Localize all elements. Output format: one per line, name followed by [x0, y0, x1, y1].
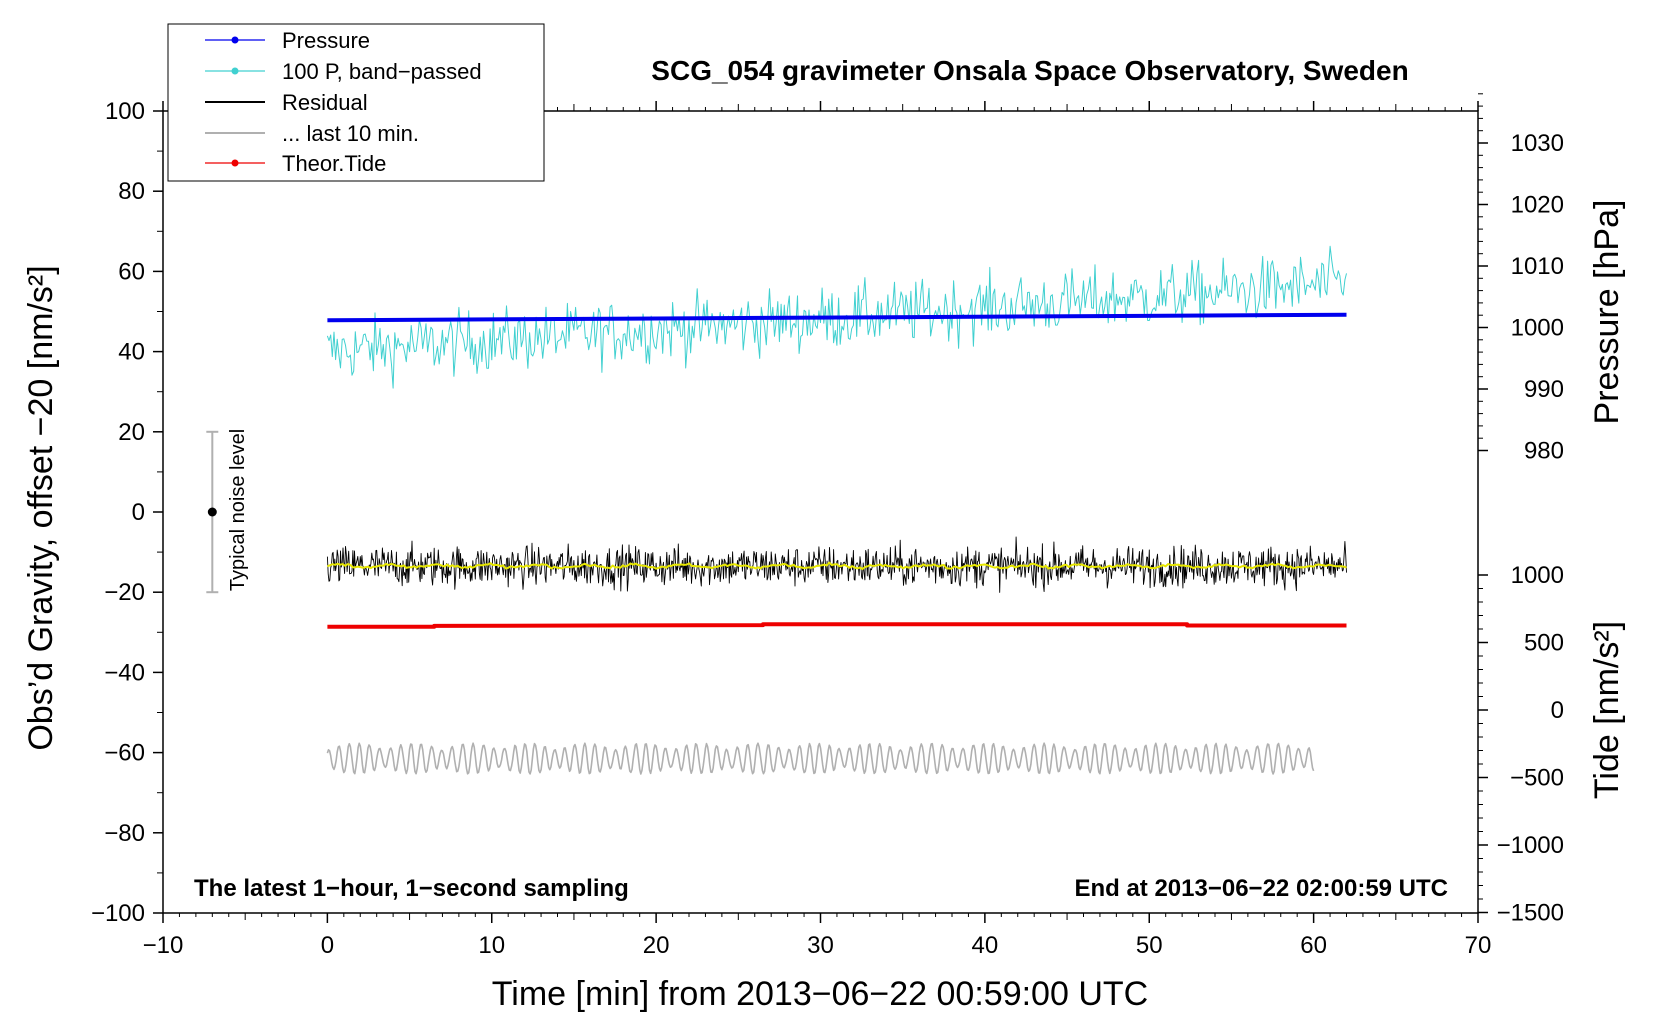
- series-last-10-min: [326, 742, 1315, 775]
- y-tick-label: 20: [118, 419, 145, 446]
- tide-tick-label: −1500: [1497, 900, 1564, 927]
- x-tick-label: −10: [143, 932, 184, 959]
- x-tick-label: 60: [1300, 932, 1327, 959]
- series-residual-smoothed: [327, 561, 1347, 571]
- legend-marker-theor-tide: [231, 159, 239, 167]
- legend-label-pressure: Pressure: [282, 28, 370, 53]
- pressure-tick-label: 980: [1524, 438, 1564, 465]
- legend-label-last-10-min: ... last 10 min.: [282, 121, 419, 146]
- x-axis-title: Time [min] from 2013−06−22 00:59:00 UTC: [492, 975, 1148, 1013]
- pressure-tick-label: 1010: [1511, 253, 1564, 280]
- left-y-axis-title: Obs’d Gravity, offset −20 [nm/s²]: [22, 265, 60, 750]
- series-band-passed-pressure: [326, 245, 1347, 389]
- legend-label-residual: Residual: [282, 90, 368, 115]
- x-tick-label: 10: [478, 932, 505, 959]
- sampling-note: The latest 1−hour, 1−second sampling: [194, 875, 629, 902]
- legend-item-residual: Residual: [205, 90, 368, 115]
- x-tick-label: 70: [1465, 932, 1492, 959]
- legend-marker-band-passed: [231, 67, 239, 75]
- y-tick-label: −100: [91, 900, 145, 927]
- tide-tick-label: −500: [1510, 765, 1564, 792]
- tide-tick-label: −1000: [1497, 832, 1564, 859]
- y-tick-label: 80: [118, 178, 145, 205]
- pressure-tick-label: 1000: [1511, 315, 1564, 342]
- legend-label-theor-tide: Theor.Tide: [282, 151, 386, 176]
- legend-label-band-passed: 100 P, band−passed: [282, 59, 482, 84]
- pressure-tick-label: 990: [1524, 376, 1564, 403]
- y-tick-label: −40: [104, 659, 145, 686]
- x-tick-label: 20: [643, 932, 670, 959]
- tide-tick-label: 1000: [1511, 562, 1564, 589]
- x-tick-label: 50: [1136, 932, 1163, 959]
- axes-layer: −10 0 10 20 30 40 50 60 70100806040200−20−40−60−…: [91, 93, 1564, 959]
- noise-bar-center: [207, 507, 217, 517]
- series-layer: [326, 245, 1347, 775]
- legend: Pressure 100 P, band−passed Residual ...…: [167, 23, 545, 182]
- legend-item-band-passed: 100 P, band−passed: [205, 59, 482, 84]
- series-residual: [326, 536, 1347, 593]
- series-theor-tide: [327, 622, 1347, 629]
- noise-indicator: [206, 430, 219, 594]
- legend-item-last-10-min: ... last 10 min.: [205, 121, 419, 146]
- y-tick-label: 0: [132, 499, 145, 526]
- legend-item-pressure: Pressure: [205, 28, 370, 53]
- legend-item-theor-tide: Theor.Tide: [205, 151, 386, 176]
- pressure-tick-label: 1030: [1511, 130, 1564, 157]
- tide-tick-label: 500: [1524, 630, 1564, 657]
- end-time-note: End at 2013−06−22 02:00:59 UTC: [1074, 875, 1448, 902]
- tide-axis-title: Tide [nm/s²]: [1588, 621, 1626, 799]
- pressure-tick-label: 1020: [1511, 192, 1564, 219]
- x-tick-label: 40: [972, 932, 999, 959]
- series-pressure: [327, 312, 1347, 323]
- y-tick-label: 100: [105, 98, 145, 125]
- y-tick-label: −20: [104, 579, 145, 606]
- y-tick-label: 40: [118, 339, 145, 366]
- x-tick-label: 0: [321, 932, 334, 959]
- legend-marker-pressure: [231, 36, 239, 44]
- x-tick-label: 30: [807, 932, 834, 959]
- y-tick-label: −80: [104, 820, 145, 847]
- plot-frame: [162, 110, 1479, 914]
- y-tick-label: −60: [104, 740, 145, 767]
- tide-tick-label: 0: [1551, 697, 1564, 724]
- noise-level-label: Typical noise level: [227, 429, 249, 591]
- pressure-axis-title: Pressure [hPa]: [1588, 200, 1626, 425]
- chart-title: SCG_054 gravimeter Onsala Space Observat…: [651, 55, 1408, 86]
- y-tick-label: 60: [118, 258, 145, 285]
